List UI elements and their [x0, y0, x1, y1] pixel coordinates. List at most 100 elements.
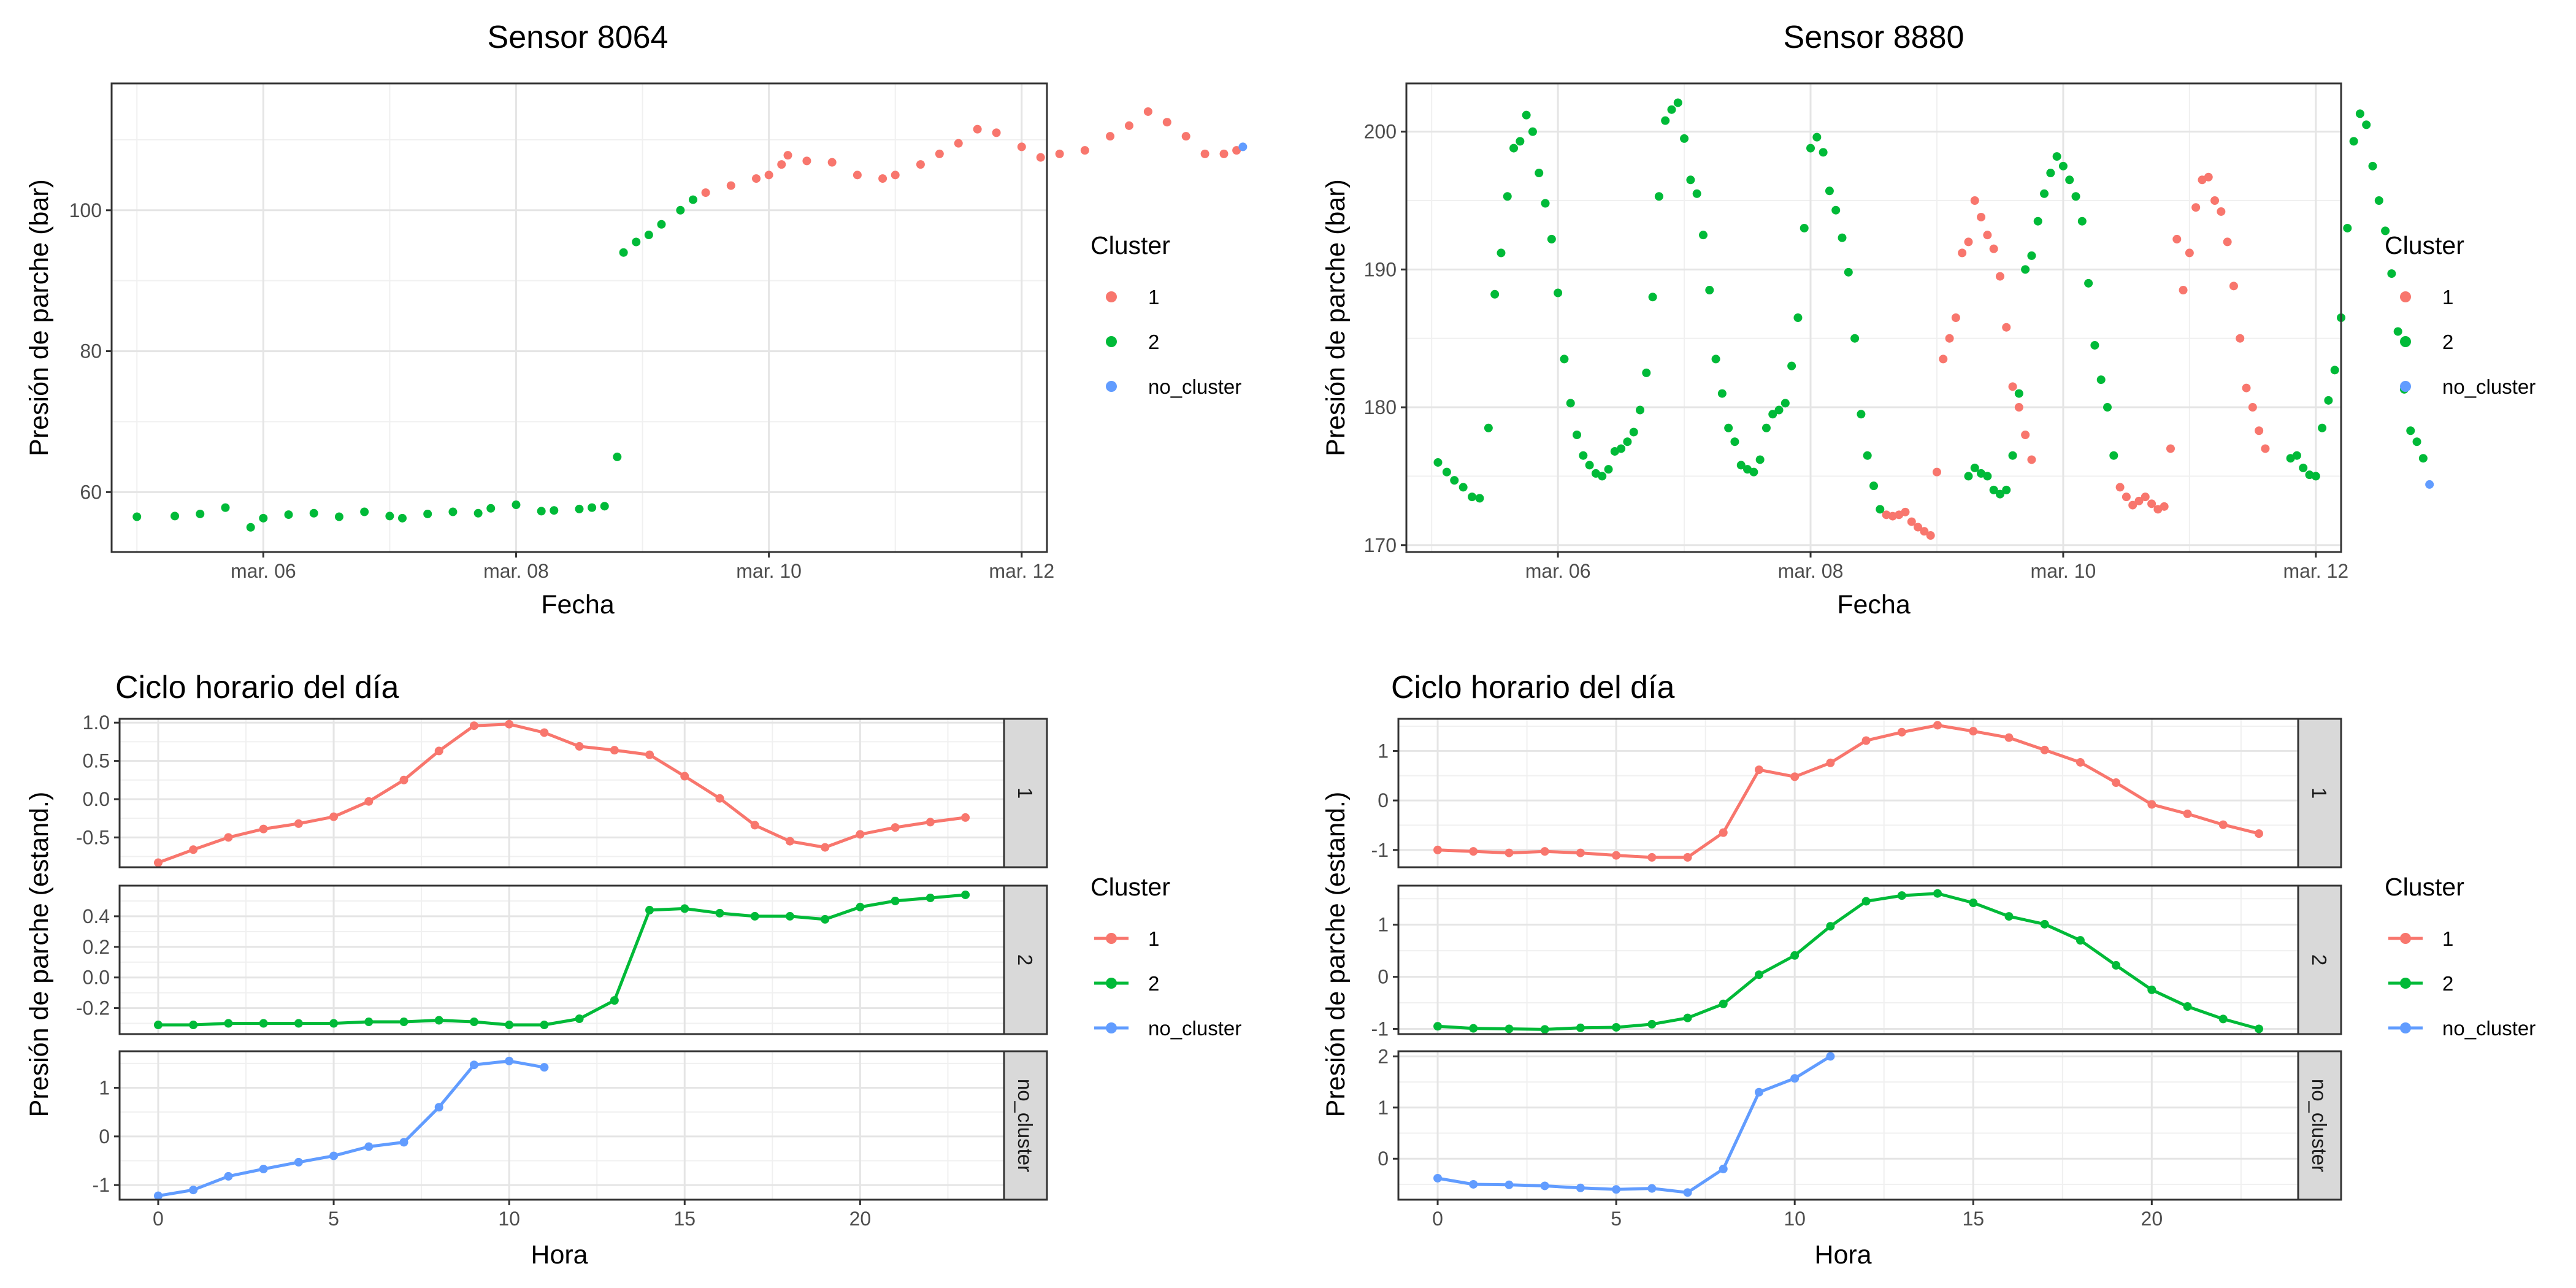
data-point-cluster-1 [1970, 196, 1979, 205]
data-point-cluster-1 [2141, 493, 2150, 502]
x-tick-label: mar. 12 [2283, 560, 2348, 582]
data-point-cluster-2 [676, 205, 685, 215]
data-point-cluster-2 [2406, 426, 2415, 435]
data-point-cluster-2 [680, 904, 689, 913]
data-point-cluster-1 [973, 125, 982, 134]
data-point-cluster-2 [1604, 465, 1613, 474]
data-point-cluster-2 [1861, 897, 1871, 906]
data-point-cluster-2 [505, 1021, 514, 1030]
data-point-cluster-2 [434, 1016, 443, 1025]
data-point-cluster-2 [1825, 186, 1834, 196]
data-point-cluster-1 [2255, 426, 2264, 435]
x-tick-label: 5 [1611, 1208, 1622, 1230]
data-point-cluster-2 [1850, 334, 1860, 343]
data-point-cluster-2 [1554, 288, 1563, 297]
data-point-cluster-2 [1711, 355, 1720, 364]
legend-key-no_cluster [2400, 1022, 2411, 1033]
data-point-cluster-1 [1540, 847, 1549, 856]
legend-label: no_cluster [1148, 1017, 1241, 1040]
y-tick-label: 1 [1378, 740, 1389, 762]
data-point-cluster-1 [1897, 727, 1906, 737]
chart-title: Ciclo horario del día [115, 670, 399, 705]
y-tick-label: 60 [80, 481, 102, 503]
data-point-cluster-2 [1749, 467, 1758, 477]
data-point-cluster-1 [701, 188, 710, 197]
data-point-cluster-2 [2076, 936, 2085, 945]
data-point-cluster-1 [961, 813, 970, 822]
data-point-cluster-2 [1497, 248, 1506, 258]
y-tick-label: -0.2 [76, 997, 110, 1019]
legend-key-1 [1106, 933, 1117, 944]
data-point-cluster-1 [2021, 431, 2030, 439]
data-point-cluster-2 [550, 506, 559, 515]
data-point-cluster-no_cluster [1719, 1164, 1728, 1173]
data-point-cluster-1 [2218, 820, 2228, 829]
data-point-cluster-1 [399, 775, 408, 784]
data-point-cluster-2 [537, 507, 546, 516]
data-point-cluster-no_cluster [1576, 1183, 1585, 1192]
data-point-cluster-1 [2248, 403, 2257, 412]
data-point-cluster-2 [2330, 366, 2339, 375]
chart-hourly-cycle-left: Ciclo horario del día Hora Presión de pa… [25, 670, 1048, 1270]
data-point-cluster-1 [1901, 507, 1910, 516]
legend-label: 2 [1148, 972, 1159, 995]
data-point-cluster-1 [1932, 467, 1941, 477]
data-point-cluster-2 [961, 890, 970, 899]
data-point-cluster-2 [1680, 134, 1689, 143]
data-point-cluster-2 [2014, 389, 2023, 398]
data-point-cluster-1 [434, 746, 443, 756]
data-point-cluster-1 [1907, 517, 1916, 526]
data-point-cluster-1 [1106, 132, 1115, 141]
data-point-cluster-2 [1717, 389, 1727, 398]
data-point-cluster-2 [891, 896, 900, 905]
data-point-cluster-2 [1642, 368, 1651, 377]
data-point-cluster-2 [1768, 410, 1777, 419]
data-point-cluster-1 [1914, 523, 1923, 532]
legend-key-1 [2400, 291, 2411, 302]
data-point-cluster-2 [613, 452, 622, 461]
data-point-cluster-1 [2210, 196, 2220, 205]
data-point-cluster-1 [926, 818, 935, 827]
data-point-cluster-2 [1755, 455, 1765, 464]
data-point-cluster-2 [2374, 196, 2383, 205]
data-point-cluster-1 [680, 772, 689, 781]
data-point-cluster-1 [1989, 244, 1998, 253]
data-point-cluster-1 [1951, 313, 1960, 322]
data-point-cluster-1 [1219, 149, 1229, 158]
data-point-cluster-2 [1433, 458, 1443, 467]
data-point-cluster-2 [2418, 454, 2428, 463]
data-point-cluster-2 [2387, 269, 2396, 278]
data-point-cluster-2 [1459, 483, 1468, 492]
data-point-cluster-2 [1612, 1022, 1621, 1032]
x-tick-label: 20 [849, 1208, 872, 1230]
data-point-cluster-2 [1541, 199, 1550, 208]
data-point-cluster-2 [1806, 144, 1815, 153]
data-point-cluster-1 [505, 719, 514, 729]
data-point-cluster-2 [1505, 1024, 1514, 1033]
data-point-cluster-2 [1774, 405, 1784, 415]
data-point-cluster-2 [171, 512, 180, 521]
data-point-cluster-2 [1683, 1013, 1692, 1022]
data-point-cluster-2 [2002, 485, 2011, 494]
data-point-cluster-no_cluster [1433, 1173, 1443, 1183]
data-point-cluster-2 [1705, 286, 1714, 295]
data-point-cluster-2 [1661, 116, 1670, 125]
legend-title: Cluster [1091, 873, 1170, 901]
legend-label: 1 [1148, 286, 1159, 309]
data-point-cluster-2 [2058, 161, 2068, 171]
legend: Cluster 1 2 no_cluster [2385, 231, 2536, 398]
data-point-cluster-2 [334, 512, 343, 521]
facet-strip-label: 1 [2308, 788, 2331, 799]
data-point-cluster-2 [1686, 175, 1695, 185]
grid [112, 83, 1047, 552]
legend-key-2 [2400, 978, 2411, 989]
x-tick-label: mar. 06 [231, 560, 296, 582]
data-point-cluster-1 [2128, 500, 2137, 510]
facet-strip [2297, 884, 2342, 1035]
data-point-cluster-no_cluster [224, 1171, 233, 1181]
y-axis-label: Presión de parche (bar) [25, 179, 54, 456]
data-point-cluster-no_cluster [1469, 1179, 1478, 1189]
data-point-cluster-1 [1964, 237, 1973, 247]
data-point-cluster-2 [1970, 463, 1979, 472]
data-point-cluster-no_cluster [1683, 1188, 1692, 1197]
